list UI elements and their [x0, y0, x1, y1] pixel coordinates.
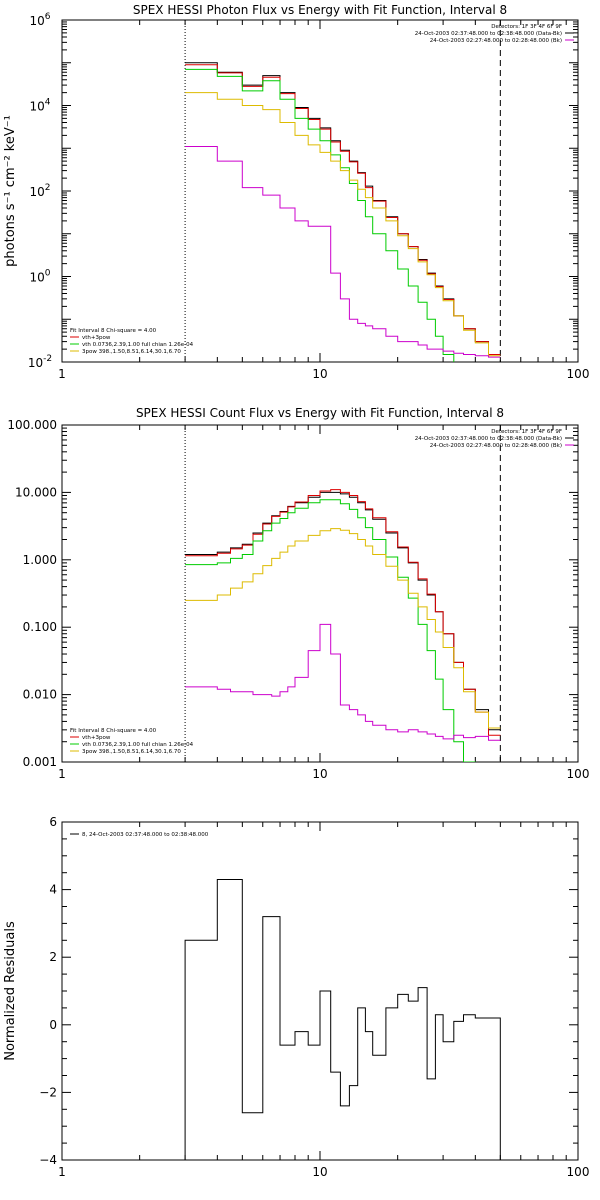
series-line-3	[185, 92, 501, 357]
series-group	[185, 62, 501, 362]
series-line-2	[185, 499, 476, 762]
y-tick-label: 2	[49, 950, 57, 964]
y-tick-label: 100	[29, 269, 50, 285]
x-tick-label: 10	[312, 367, 327, 381]
y-axis-label: Normalized Residuals	[3, 921, 18, 1061]
legend-entry: 24-Oct-2003 02:27:48.000 to 02:28:48.000…	[430, 38, 562, 44]
legend-entry: vth+3pow	[82, 335, 111, 341]
series-line-3	[185, 528, 501, 729]
y-tick-base: 10	[29, 14, 44, 28]
x-tick-label: 100	[567, 1165, 590, 1179]
y-tick-label: 0.001	[23, 755, 57, 769]
x-tick-label: 100	[567, 767, 590, 781]
legend-entry: 24-Oct-2003 02:37:48.000 to 02:38:48.000…	[415, 31, 562, 37]
y-tick-label: 100.000	[7, 418, 57, 432]
y-tick-exponent: 6	[45, 12, 51, 22]
y-tick-label: 1.000	[23, 553, 57, 567]
x-tick-label: 1	[58, 767, 66, 781]
y-tick-base: 10	[29, 100, 44, 114]
y-tick-label: 0.100	[23, 620, 57, 634]
chart-title: SPEX HESSI Count Flux vs Energy with Fit…	[136, 406, 504, 420]
x-tick-label: 1	[58, 1165, 66, 1179]
x-tick-label: 10	[312, 1165, 327, 1179]
y-tick-exponent: -2	[43, 354, 52, 364]
chart-resid: Normalized Residuals 1 10 100 −4 −2 0 2 4 6 8, 24-…	[3, 815, 589, 1179]
y-tick-label: −2	[39, 1085, 57, 1099]
series-group	[184, 879, 501, 1160]
x-tick-label: 10	[312, 767, 327, 781]
y-tick-label: 10-2	[28, 354, 52, 370]
x-axis: 1 10 100	[58, 20, 589, 381]
series-line-1	[185, 489, 501, 736]
y-tick-exponent: 2	[45, 183, 51, 193]
legend-entry: 3pow 398.,1.50,8.51,6.14,30.1,6.70	[82, 349, 181, 355]
y-axis: 0.001 0.010 0.100 1.000 10.000 100.000	[7, 418, 578, 769]
chart-count: SPEX HESSI Count Flux vs Energy with Fit…	[7, 406, 589, 781]
legend-legend_bottom: Fit Interval 8 Chi-square = 4.00vth+3pow…	[70, 728, 194, 755]
y-tick-label: 104	[29, 98, 50, 114]
legend-legend_bottom: Fit Interval 8 Chi-square = 4.00vth+3pow…	[70, 328, 194, 355]
chart-photon: SPEX HESSI Photon Flux vs Energy with Fi…	[3, 3, 589, 381]
y-tick-label: 4	[49, 883, 57, 897]
legend-entry: 24-Oct-2003 02:37:48.000 to 02:38:48.000…	[415, 436, 562, 442]
y-axis-label: photons s⁻¹ cm⁻² keV⁻¹	[3, 115, 18, 267]
y-tick-label: 10.000	[15, 485, 57, 499]
legend-legend_left: 8, 24-Oct-2003 02:37:48.000 to 02:38:48.…	[70, 832, 209, 838]
y-tick-label: 102	[29, 183, 50, 199]
legend-entry: Fit Interval 8 Chi-square = 4.00	[70, 328, 157, 334]
y-tick-base: 10	[29, 185, 44, 199]
legend-entry: Fit Interval 8 Chi-square = 4.00	[70, 728, 157, 734]
y-tick-label: −4	[39, 1153, 57, 1167]
series-line-4	[185, 623, 501, 741]
y-tick-label: 106	[29, 12, 50, 28]
x-axis: 1 10 100	[58, 822, 589, 1179]
y-tick-exponent: 0	[45, 269, 51, 279]
legend-entry: vth 0.0736,2.39,1.00 full chian 1.26e-04	[82, 742, 194, 748]
y-tick-label: 0.010	[23, 688, 57, 702]
chart-title: SPEX HESSI Photon Flux vs Energy with Fi…	[133, 3, 507, 17]
legend-entry: 24-Oct-2003 02:27:48.000 to 02:28:48.000…	[430, 443, 562, 449]
y-tick-label: 0	[49, 1018, 57, 1032]
y-tick-base: 10	[29, 271, 44, 285]
legend-entry: Detectors: 1F 3F 4F 6F 9F	[491, 429, 562, 435]
x-tick-label: 1	[58, 367, 66, 381]
series-group	[185, 489, 501, 762]
y-tick-base: 10	[28, 356, 43, 370]
legend-entry: vth 0.0736,2.39,1.00 full chian 1.26e-04	[82, 342, 194, 348]
legend-entry: 8, 24-Oct-2003 02:37:48.000 to 02:38:48.…	[82, 832, 209, 838]
legend-entry: Detectors: 1F 3F 4F 6F 9F	[491, 24, 562, 30]
series-line-0	[184, 879, 501, 1160]
series-line-4	[185, 146, 501, 358]
x-tick-label: 100	[567, 367, 590, 381]
y-tick-exponent: 4	[45, 98, 51, 108]
legend-entry: vth+3pow	[82, 735, 111, 741]
y-tick-label: 6	[49, 815, 57, 829]
y-axis: −4 −2 0 2 4 6	[39, 815, 578, 1167]
legend-entry: 3pow 398.,1.50,8.51,6.14,30.1,6.70	[82, 749, 181, 755]
